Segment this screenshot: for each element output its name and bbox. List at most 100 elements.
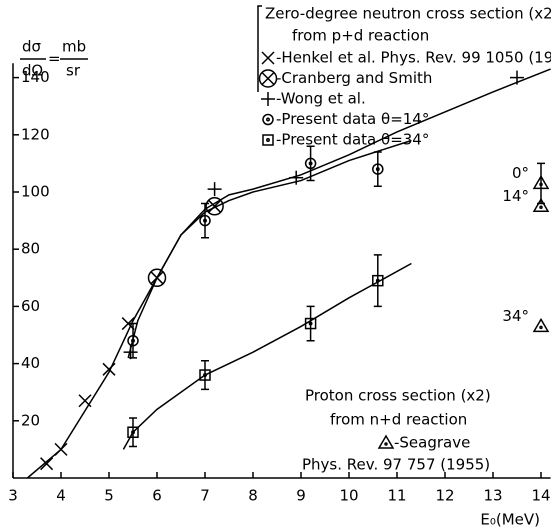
marker-part: [308, 161, 313, 166]
marker-part: [532, 174, 550, 190]
legend-title: Zero-degree neutron cross section (x2): [265, 5, 551, 23]
error-bar: [373, 254, 382, 308]
data-point: [127, 426, 139, 438]
legend-marker: [261, 51, 275, 65]
error-bar: [201, 202, 209, 239]
x-tick-label: 3: [8, 487, 18, 505]
x-tick-label: 13: [483, 487, 502, 505]
marker-part: [532, 317, 550, 333]
y-tick-label: 100: [21, 183, 50, 201]
marker-part: [131, 338, 135, 343]
marker-part: [266, 117, 270, 122]
legend-marker: [261, 92, 275, 106]
data-point: [372, 163, 384, 175]
marker-part: [261, 71, 275, 86]
note: from n+d reaction: [330, 411, 467, 429]
error-bar: [129, 322, 137, 359]
data-point: [532, 174, 550, 190]
legend-label: -Seagrave: [394, 434, 470, 452]
data-point: [54, 442, 68, 456]
data-point: [304, 157, 317, 170]
legend-marker: [258, 69, 278, 88]
marker-part: [539, 325, 543, 330]
marker-part: [127, 334, 139, 347]
marker-part: [262, 113, 274, 126]
x-tick-label: 10: [339, 487, 358, 505]
marker-part: [372, 163, 384, 175]
data-point: [123, 345, 138, 360]
marker-part: [208, 199, 222, 213]
data-point: [205, 197, 224, 216]
x-tick-label: 9: [296, 487, 306, 505]
legend-label: -Present data θ=34°: [276, 131, 429, 149]
error-bar: [129, 417, 137, 448]
data-point: [102, 362, 116, 376]
x-tick-label: 7: [200, 487, 210, 505]
y-tick-label: 80: [21, 240, 40, 258]
marker-part: [150, 271, 164, 285]
marker-part: [372, 274, 384, 287]
x-tick-label: 8: [248, 487, 258, 505]
marker-part: [78, 394, 92, 408]
y-label-unit-num: mb: [62, 38, 86, 56]
data-point: [532, 317, 550, 333]
fit-curve: [26, 68, 551, 479]
error-bar: [306, 305, 315, 342]
legend-bracket: [257, 5, 262, 92]
marker-part: [203, 373, 207, 377]
data-point: [127, 334, 139, 347]
x-tick-label: 12: [435, 487, 454, 505]
data-point: [147, 268, 167, 288]
y-tick-label: 60: [21, 297, 40, 315]
data-point: [207, 182, 222, 197]
data-point: [510, 70, 524, 85]
marker-part: [377, 434, 395, 449]
error-bar: [373, 151, 382, 188]
x-tick-label: 4: [56, 487, 66, 505]
marker-part: [199, 369, 211, 381]
x-tick-label: 11: [387, 487, 406, 505]
x-axis-label: E₀(MeV): [480, 511, 540, 529]
y-tick-label: 40: [21, 354, 40, 372]
data-point: [199, 214, 211, 227]
marker-part: [205, 197, 224, 216]
marker-part: [304, 157, 317, 170]
marker-part: [54, 442, 68, 456]
note: Proton cross section (x2): [305, 387, 491, 405]
legend-label: -Cranberg and Smith: [276, 69, 432, 87]
marker-part: [308, 321, 313, 326]
data-point: [199, 369, 211, 381]
legend-label: -Present data θ=14°: [276, 110, 429, 128]
data-point: [40, 457, 54, 471]
x-tick-label: 6: [152, 487, 162, 505]
marker-part: [384, 442, 388, 446]
marker-part: [102, 362, 116, 376]
point-label: 14°: [502, 187, 529, 205]
marker-part: [131, 430, 135, 435]
y-label-eq: =: [48, 50, 61, 68]
x-tick-label: 14: [531, 487, 550, 505]
legend-marker: [262, 134, 274, 146]
fit-curve: [122, 262, 412, 450]
marker-part: [147, 268, 167, 288]
legend-label: -Henkel et al. Phys. Rev. 99 1050 (1955): [276, 49, 551, 67]
legend-marker: [377, 434, 395, 449]
marker-part: [539, 182, 543, 187]
point-label: 0°: [512, 164, 529, 182]
note: Phys. Rev. 97 757 (1955): [302, 456, 490, 474]
data-point: [289, 170, 304, 185]
y-tick-label: 140: [21, 68, 50, 86]
marker-part: [40, 457, 54, 471]
fit-curve: [127, 139, 412, 359]
marker-part: [203, 218, 207, 223]
data-point: [78, 394, 92, 408]
marker-part: [539, 205, 543, 210]
marker-part: [375, 167, 380, 172]
data-point: [304, 317, 317, 330]
y-label-unit-den: sr: [66, 62, 81, 80]
y-label-num: dσ: [22, 38, 42, 56]
marker-part: [375, 278, 380, 283]
data-point: [372, 274, 384, 287]
marker-part: [304, 317, 317, 330]
